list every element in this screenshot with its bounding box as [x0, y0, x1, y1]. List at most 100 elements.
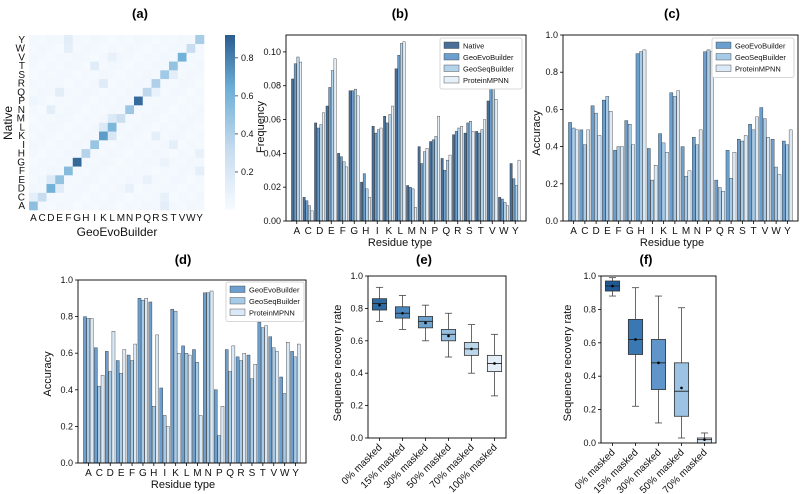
bar	[698, 129, 703, 222]
bar	[173, 310, 178, 464]
box-mean	[424, 321, 427, 325]
bar	[714, 179, 719, 222]
heatmap-x-tick: F	[65, 213, 71, 224]
y-tick-label: 1.0	[583, 271, 596, 281]
bar	[348, 90, 352, 222]
heatmap-cell	[55, 131, 65, 141]
bar	[166, 426, 170, 464]
heatmap-cell	[64, 105, 74, 115]
bar	[137, 298, 142, 464]
box-mean	[401, 311, 404, 315]
x-tick-label: P	[705, 226, 712, 237]
heatmap-cell	[37, 157, 47, 167]
heatmap-cell	[142, 113, 152, 123]
x-tick-label: E	[328, 226, 335, 237]
panel-d-y-label: Accuracy	[42, 351, 54, 397]
panel-b-y-label: Frequency	[255, 101, 267, 153]
heatmap-cell	[46, 148, 56, 158]
heatmap-cell	[107, 113, 117, 123]
x-tick-label: A	[570, 226, 577, 237]
y-tick-label: 0.06	[263, 115, 281, 125]
heatmap-cell	[125, 113, 135, 123]
heatmap-cell	[107, 131, 117, 141]
legend-label: GeoSeqBuilder	[735, 53, 786, 62]
heatmap-cell	[195, 87, 205, 97]
heatmap-cell	[72, 201, 82, 211]
plot-frame	[562, 34, 799, 222]
bar	[597, 135, 602, 222]
y-tick-label: 0.08	[263, 81, 281, 91]
box-mean	[493, 362, 496, 365]
heatmap-cell	[142, 183, 152, 193]
heatmap-cell	[46, 166, 56, 176]
heatmap-cell	[55, 43, 65, 53]
heatmap-cell	[195, 140, 205, 150]
bar	[417, 146, 421, 222]
heatmap-cell	[169, 201, 179, 211]
bar	[466, 122, 470, 222]
heatmap-cell	[55, 113, 65, 123]
heatmap-cell	[81, 201, 91, 211]
x-tick-label: Q	[442, 226, 450, 237]
heatmap-cell	[151, 192, 161, 202]
heatmap-cell	[169, 157, 179, 167]
heatmap-cell	[125, 192, 135, 202]
heatmap-cell	[37, 166, 47, 176]
x-tick-label: I	[376, 226, 379, 237]
heatmap-cell	[90, 148, 100, 158]
heatmap-y-tick: D	[18, 184, 25, 195]
x-tick-label: E	[604, 226, 611, 237]
heatmap-cell	[160, 122, 170, 132]
heatmap-cell	[134, 157, 144, 167]
heatmap-cell	[107, 166, 117, 176]
heatmap-cell	[116, 87, 126, 97]
heatmap-cell	[134, 105, 144, 115]
y-tick-label: 0.8	[350, 303, 363, 313]
heatmap-cell	[99, 192, 109, 202]
bar	[388, 114, 392, 222]
box-body	[627, 319, 644, 355]
heatmap-cell	[90, 140, 100, 150]
heatmap-cell	[125, 43, 135, 53]
bar	[319, 124, 323, 222]
heatmap-y-tick: R	[18, 79, 25, 90]
heatmap-cell	[186, 175, 196, 185]
legend-swatch	[715, 41, 732, 49]
accuracy-bar-chart-d: A C D E F G H I K L M N P Q R S T V W Y 0.0 0.2 0.4 0.6 0.8 1.0 Ge…	[60, 275, 307, 479]
heatmap-x-tick: L	[109, 213, 115, 224]
heatmap-cell	[64, 166, 74, 176]
heatmap-cell	[160, 201, 170, 211]
x-tick-label: K	[660, 226, 667, 237]
heatmap-cell	[116, 35, 126, 45]
legend-label: ProteinMPNN	[463, 76, 509, 85]
x-tick-label: H	[362, 226, 369, 237]
heatmap-cell	[29, 140, 39, 150]
legend-label: ProteinMPNN	[249, 309, 295, 318]
bar	[669, 92, 674, 222]
bar	[653, 165, 658, 222]
heatmap-cell	[169, 131, 179, 141]
heatmap-cell	[177, 201, 187, 211]
bar	[217, 435, 221, 464]
x-tick-label: D	[316, 226, 323, 237]
heatmap-cell	[64, 43, 74, 53]
heatmap-cell	[64, 140, 74, 150]
panel-b-title: (b)	[392, 6, 409, 21]
heatmap-cell	[151, 43, 161, 53]
heatmap-cell	[64, 113, 74, 123]
bar	[414, 207, 417, 222]
heatmap-cell	[125, 87, 135, 97]
bar	[152, 406, 156, 464]
bar	[314, 122, 318, 222]
box-mean	[634, 338, 637, 341]
heatmap-cell	[90, 175, 100, 185]
bar	[512, 178, 516, 222]
heatmap-cell	[177, 122, 187, 132]
heatmap-cell	[64, 35, 74, 45]
bar	[457, 127, 461, 222]
heatmap-cell	[151, 87, 161, 97]
heatmap-cell	[29, 192, 39, 202]
heatmap-cell	[160, 175, 170, 185]
heatmap-cell	[195, 192, 205, 202]
heatmap-cell	[169, 96, 179, 106]
